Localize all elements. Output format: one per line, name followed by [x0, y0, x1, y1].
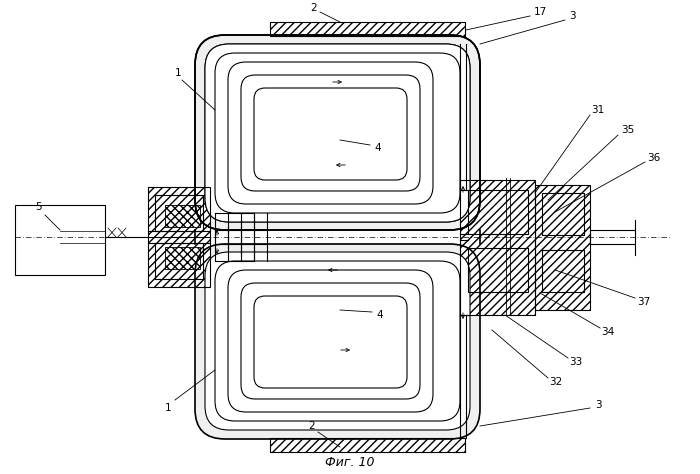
Text: 4: 4 — [377, 310, 384, 320]
Bar — [165, 205, 200, 227]
Bar — [270, 438, 465, 452]
Text: 2: 2 — [309, 421, 315, 431]
Bar — [468, 190, 528, 234]
Text: 31: 31 — [592, 105, 605, 115]
Bar — [535, 185, 590, 310]
Bar — [165, 247, 200, 269]
Text: 37: 37 — [638, 297, 650, 307]
Bar — [270, 438, 465, 452]
Text: Фиг. 10: Фиг. 10 — [326, 456, 374, 468]
FancyBboxPatch shape — [195, 244, 480, 439]
Bar — [270, 22, 465, 36]
Text: 17: 17 — [533, 7, 547, 17]
Text: 3: 3 — [595, 400, 601, 410]
Bar — [468, 248, 528, 292]
Text: 1: 1 — [164, 403, 172, 413]
Text: 36: 36 — [648, 153, 661, 163]
Bar — [468, 190, 528, 234]
Text: 34: 34 — [601, 327, 615, 337]
Bar — [15, 205, 105, 275]
Text: 2: 2 — [311, 3, 317, 13]
Bar — [460, 180, 535, 315]
Text: 3: 3 — [568, 11, 575, 21]
Bar — [542, 193, 584, 235]
Text: 5: 5 — [35, 202, 41, 212]
FancyBboxPatch shape — [205, 252, 470, 430]
Bar — [155, 195, 203, 231]
Bar — [165, 247, 200, 269]
Bar — [270, 22, 465, 36]
Bar — [542, 193, 584, 235]
Bar — [148, 187, 210, 287]
Bar — [535, 185, 590, 310]
Bar — [148, 187, 210, 287]
Bar — [542, 250, 584, 292]
Bar — [155, 243, 203, 279]
FancyBboxPatch shape — [195, 35, 480, 230]
Text: 1: 1 — [175, 68, 181, 78]
Bar — [468, 248, 528, 292]
Bar — [155, 195, 203, 231]
Bar — [542, 250, 584, 292]
Text: 32: 32 — [550, 377, 563, 387]
Text: 35: 35 — [622, 125, 635, 135]
Bar — [165, 205, 200, 227]
Bar — [155, 243, 203, 279]
Text: 4: 4 — [374, 143, 382, 153]
Bar — [460, 180, 535, 315]
Bar — [267, 100, 387, 170]
FancyBboxPatch shape — [205, 44, 470, 222]
Text: 33: 33 — [569, 357, 582, 367]
